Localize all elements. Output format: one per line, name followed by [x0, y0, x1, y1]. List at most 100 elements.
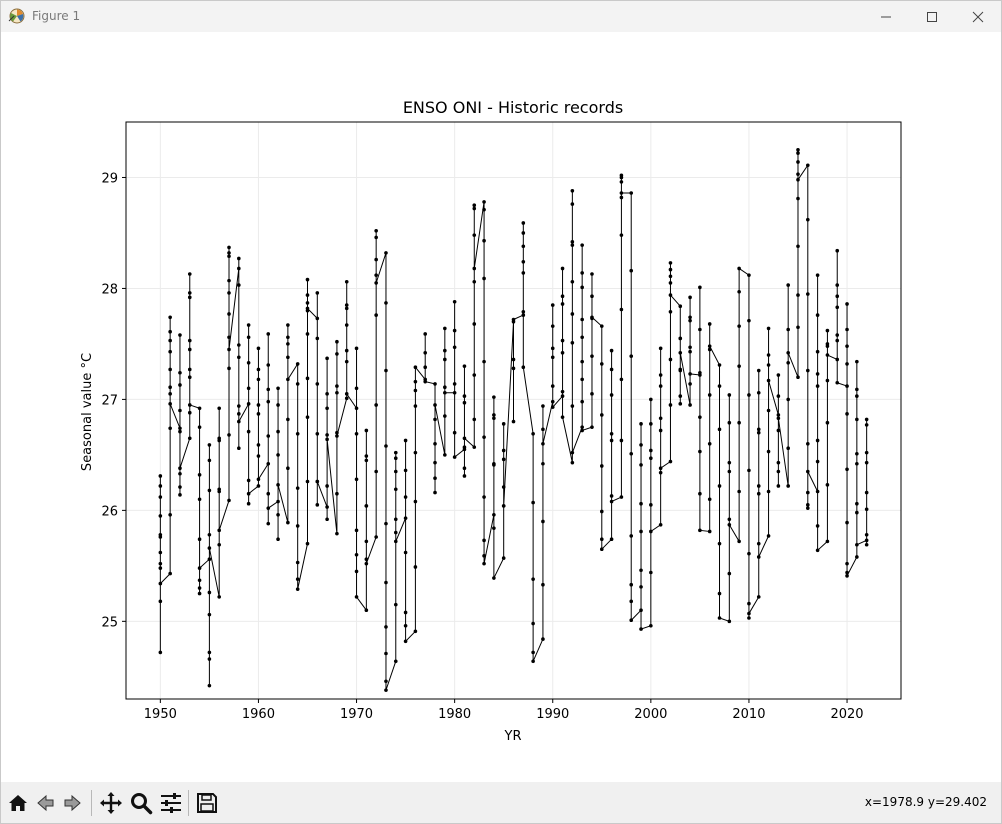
data-point [168, 402, 172, 406]
data-point [727, 469, 732, 474]
zoom-button[interactable] [128, 790, 154, 816]
data-point [452, 430, 457, 435]
data-point [384, 368, 388, 373]
data-point [423, 332, 428, 336]
data-point [384, 580, 388, 585]
data-point [531, 432, 535, 436]
data-point [217, 528, 221, 533]
data-point [766, 353, 771, 357]
data-point [629, 354, 634, 358]
data-point [158, 550, 163, 555]
data-point [413, 404, 418, 408]
data-point [286, 377, 290, 382]
data-point [707, 347, 712, 352]
data-point [443, 357, 447, 362]
data-point [354, 386, 359, 391]
data-point [766, 378, 771, 383]
plot-canvas[interactable]: 1950 1960 1970 1980 1990 2000 2010 2020 25 26 27 2… [1, 32, 1001, 782]
data-point [335, 430, 339, 435]
data-point [276, 537, 280, 542]
data-point [462, 436, 467, 441]
data-point [413, 365, 418, 370]
data-point [668, 293, 673, 297]
title-bar[interactable]: Figure 1 [1, 1, 1001, 32]
data-point [766, 408, 771, 413]
home-button[interactable] [5, 790, 31, 816]
data-point [855, 510, 859, 515]
data-point [521, 309, 526, 314]
data-point [776, 484, 781, 488]
x-tick-label: 2000 [634, 707, 667, 722]
data-point [570, 243, 575, 247]
data-point [354, 528, 359, 533]
configure-subplots-button[interactable] [158, 790, 184, 816]
data-point [658, 416, 663, 421]
data-point [599, 362, 604, 366]
data-point [403, 623, 408, 628]
data-point [393, 487, 398, 492]
data-point [433, 476, 437, 480]
data-point [501, 457, 506, 462]
data-point [786, 360, 790, 365]
data-point [629, 191, 634, 195]
data-point [570, 341, 575, 345]
data-point [668, 459, 673, 464]
data-point [658, 346, 663, 351]
data-point [403, 610, 408, 615]
data-point [462, 400, 467, 405]
pan-button[interactable] [98, 790, 124, 816]
data-point [325, 505, 329, 509]
data-point [590, 354, 594, 358]
save-button[interactable] [194, 790, 220, 816]
data-point [619, 438, 624, 443]
data-point [599, 324, 604, 328]
data-point [266, 399, 271, 404]
data-point [707, 441, 712, 446]
data-point [806, 469, 810, 474]
data-point [423, 351, 428, 355]
data-point [776, 469, 781, 474]
data-point [756, 427, 761, 432]
data-point [550, 303, 555, 307]
data-point [825, 328, 830, 333]
data-point [756, 430, 761, 435]
data-point [325, 406, 329, 411]
data-point [423, 379, 428, 384]
data-point [158, 514, 163, 518]
data-point [707, 529, 712, 534]
maximize-button[interactable] [909, 1, 955, 32]
data-point [698, 370, 702, 375]
data-point [590, 425, 594, 429]
data-point [580, 317, 584, 322]
data-point [609, 438, 614, 443]
data-point [727, 522, 732, 527]
chart[interactable]: 1950 1960 1970 1980 1990 2000 2010 2020 2526272… [1, 32, 1001, 782]
data-point [570, 312, 575, 316]
close-button[interactable] [955, 1, 1001, 32]
data-point [286, 355, 290, 360]
data-point [776, 394, 781, 398]
data-point [227, 245, 231, 250]
data-point [354, 477, 359, 482]
data-point [452, 328, 457, 333]
forward-button[interactable] [60, 790, 86, 816]
data-point [747, 273, 751, 277]
data-point [639, 529, 643, 534]
data-point [727, 420, 732, 425]
data-point [786, 327, 790, 332]
data-point [678, 394, 683, 398]
data-point [629, 599, 634, 604]
data-point [315, 479, 320, 484]
data-point [678, 402, 683, 406]
data-point [707, 497, 712, 502]
data-point [433, 441, 437, 446]
minimize-button[interactable] [863, 1, 909, 32]
data-point [550, 399, 555, 404]
data-point [187, 410, 192, 415]
back-button[interactable] [32, 790, 58, 816]
data-point [609, 494, 614, 498]
data-point [766, 534, 771, 538]
data-point [237, 404, 241, 408]
data-point [766, 449, 771, 454]
data-point [187, 347, 192, 352]
